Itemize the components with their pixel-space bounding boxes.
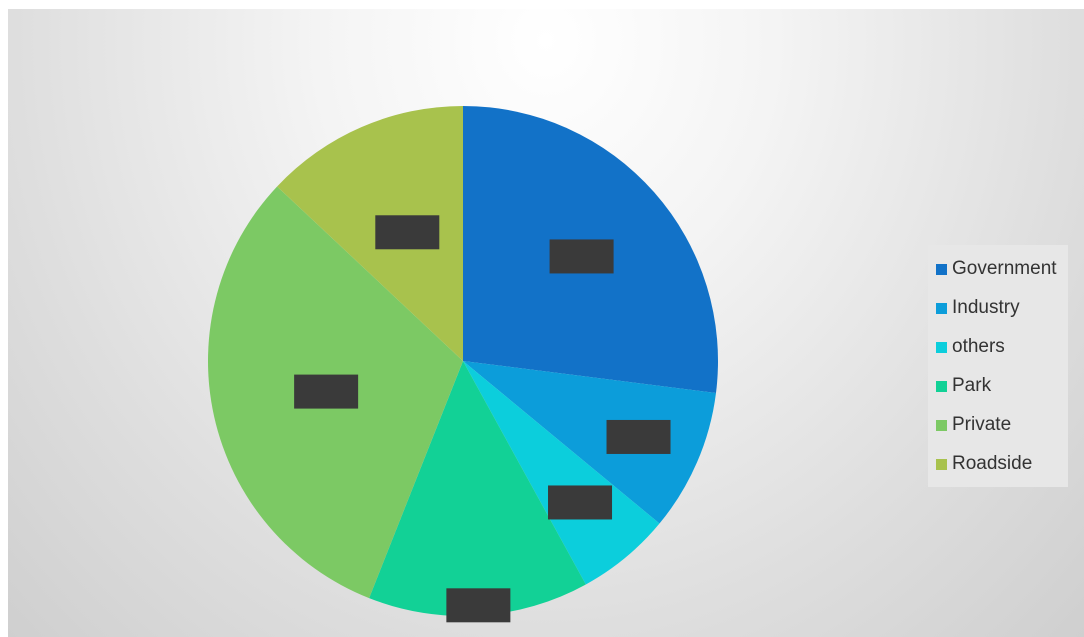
pie-slice-roadside	[277, 106, 463, 361]
legend-item-roadside: Roadside	[936, 444, 1068, 483]
pie-slice-industry	[463, 361, 716, 524]
legend-label-industry: Industry	[952, 296, 1020, 318]
pie-slice-others	[463, 361, 660, 585]
legend-label-government: Government	[952, 257, 1057, 279]
data-label-industry	[606, 419, 671, 454]
legend-swatch-industry	[936, 303, 947, 314]
legend-swatch-private	[936, 420, 947, 431]
data-label-others	[548, 485, 613, 520]
data-label-roadside	[375, 215, 440, 250]
pie-chart	[208, 106, 718, 623]
data-label-private	[294, 374, 359, 409]
legend-item-park: Park	[936, 366, 1068, 405]
legend-label-others: others	[952, 335, 1005, 357]
legend-swatch-government	[936, 264, 947, 275]
legend-item-others: others	[936, 327, 1068, 366]
legend: Government Industry others Park Private …	[928, 245, 1068, 487]
legend-item-government: Government	[936, 249, 1068, 288]
legend-label-private: Private	[952, 413, 1012, 435]
legend-label-roadside: Roadside	[952, 452, 1033, 474]
legend-swatch-others	[936, 342, 947, 353]
legend-item-industry: Industry	[936, 288, 1068, 327]
data-label-park	[446, 588, 511, 623]
legend-item-private: Private	[936, 405, 1068, 444]
data-label-government	[549, 239, 614, 274]
legend-label-park: Park	[952, 374, 992, 396]
legend-swatch-roadside	[936, 459, 947, 470]
legend-swatch-park	[936, 381, 947, 392]
pie-slice-park	[369, 361, 586, 616]
chart-area: Government Industry others Park Private …	[8, 9, 1084, 637]
